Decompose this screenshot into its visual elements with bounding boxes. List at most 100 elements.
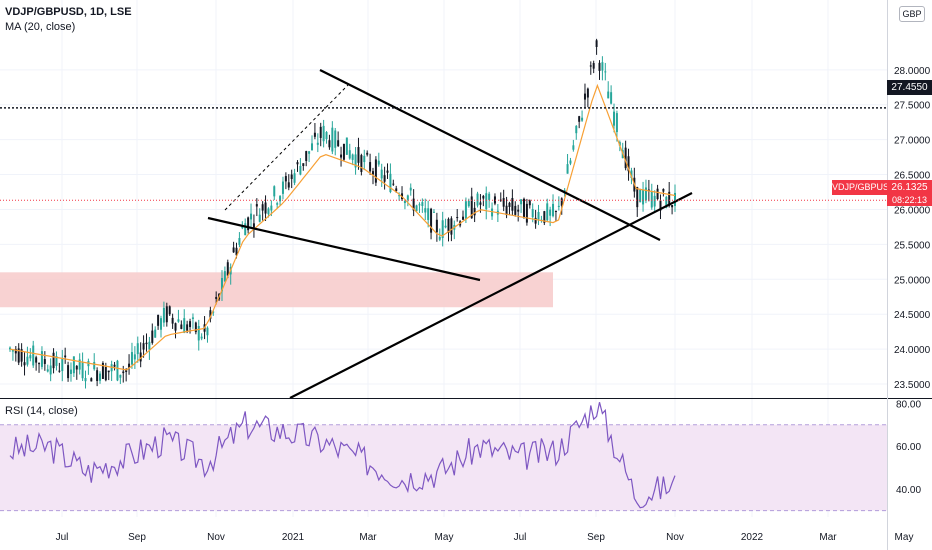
price-tick-label: 26.0000 (894, 205, 931, 216)
candle-body (334, 130, 337, 148)
time-tick-label: Mar (819, 532, 837, 543)
candle-body (40, 351, 43, 367)
candle-body (615, 113, 618, 133)
time-axis: Jul Sep Nov 2021 Mar May Jul Sep Nov 2022 Mar May (56, 532, 914, 543)
candle-body (162, 307, 165, 323)
candle-body (371, 171, 374, 175)
candle-body (517, 209, 520, 212)
ma-legend[interactable]: MA (20, close) (5, 21, 76, 33)
candle-body (180, 324, 183, 329)
candle-body (351, 154, 354, 160)
candle-body (430, 208, 433, 233)
candle-body (247, 217, 250, 231)
candle-body (75, 365, 78, 370)
candle-body (650, 191, 653, 208)
price-tick-label: 27.5000 (894, 101, 931, 112)
candle-body (581, 117, 584, 121)
chart-legend: VDJP/GBPUSD, 1D, LSE MA (20, close) (5, 5, 132, 35)
symbol-title[interactable]: VDJP/GBPUSD, 1D, LSE (5, 6, 132, 18)
candle-body (328, 140, 331, 148)
candle-body (113, 364, 116, 367)
candle-body (435, 219, 438, 233)
time-tick-label: Sep (128, 532, 146, 543)
candle-body (485, 193, 488, 210)
candle-body (508, 202, 511, 207)
candle-body (99, 373, 102, 381)
candle-body (444, 225, 447, 228)
candle-body (226, 262, 229, 276)
time-tick-label: Nov (666, 532, 684, 543)
candle-body (488, 193, 491, 200)
candle-body (624, 147, 627, 169)
candle-body (552, 203, 555, 217)
candle-body (491, 208, 494, 217)
candle-body (392, 183, 395, 185)
time-tick-label: Jul (56, 532, 69, 543)
candle-body (345, 137, 348, 155)
candle-body (482, 195, 485, 199)
candle-body (128, 363, 131, 368)
candle-body (598, 62, 601, 71)
candle-body (589, 65, 592, 67)
candle-body (398, 195, 401, 197)
countdown-tag: 08:22:13 (887, 194, 932, 206)
candle-body (197, 326, 200, 341)
candle-body (32, 345, 35, 366)
candle-body (566, 164, 569, 174)
price-tick-label: 24.5000 (894, 310, 931, 321)
time-tick-label: Nov (207, 532, 225, 543)
candle-body (284, 176, 287, 182)
candle-body (549, 209, 552, 216)
candle-body (35, 357, 38, 363)
price-tick-label: 25.0000 (894, 275, 931, 286)
candle-body (308, 151, 311, 154)
candle-body (276, 203, 279, 205)
currency-badge[interactable]: GBP (899, 6, 925, 22)
candle-body (374, 159, 377, 183)
time-tick-label: May (895, 532, 914, 543)
candle-body (43, 359, 46, 364)
candle-body (377, 160, 380, 165)
candle-body (46, 369, 49, 372)
ma-line (9, 83, 676, 371)
candle-body (331, 127, 334, 152)
candle-body (122, 371, 125, 374)
candle-body (252, 223, 255, 228)
candle-body (467, 200, 470, 207)
candle-body (665, 196, 668, 208)
candle-body (554, 211, 557, 213)
candle-body (601, 62, 604, 71)
candle-body (450, 218, 453, 235)
candle-body (52, 352, 55, 369)
time-tick-label: Sep (587, 532, 605, 543)
trendline-lower (207, 216, 481, 282)
candle-body (534, 217, 537, 224)
candle-body (514, 205, 517, 215)
time-tick-label: Jul (514, 532, 527, 543)
candle-body (438, 236, 441, 240)
rsi-legend[interactable]: RSI (14, close) (5, 405, 78, 417)
candle-body (421, 202, 424, 207)
candle-body (537, 211, 540, 220)
candle-body (273, 186, 276, 197)
candle-body (313, 132, 316, 137)
candle-body (14, 349, 17, 354)
candle-body (319, 126, 322, 138)
rsi-pane (0, 424, 887, 512)
candle-body (133, 354, 136, 360)
candle-body (662, 189, 665, 192)
candles-group (9, 38, 676, 389)
symbol-price-tag: VDJP/GBPUSD (832, 180, 896, 195)
time-tick-label: 2022 (741, 532, 764, 543)
candle-body (287, 182, 290, 188)
candle-body (223, 271, 226, 282)
candle-body (241, 226, 244, 229)
rsi-line (9, 402, 676, 509)
candle-body (528, 200, 531, 206)
candle-body (322, 125, 325, 142)
candle-body (279, 196, 282, 202)
candle-body (613, 111, 616, 126)
candle-body (258, 214, 261, 222)
candle-body (165, 306, 168, 323)
candle-body (107, 370, 110, 373)
